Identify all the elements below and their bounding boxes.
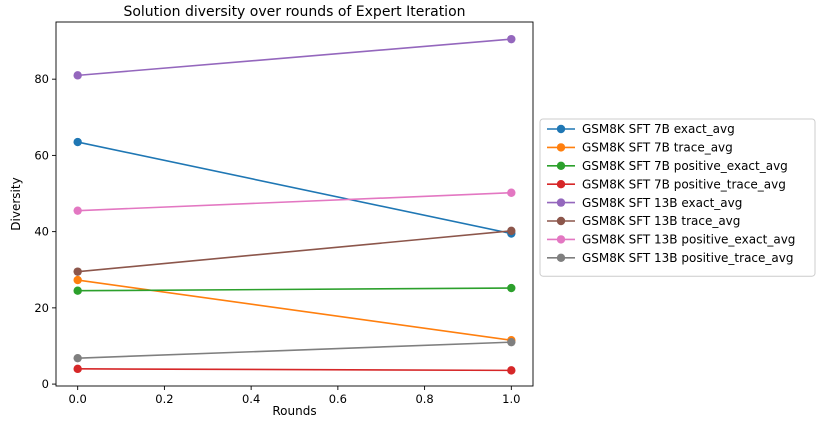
- legend-label: GSM8K SFT 7B exact_avg: [582, 122, 735, 136]
- data-point: [73, 267, 82, 276]
- series-path: [77, 287, 512, 292]
- y-axis-label: Diversity: [9, 177, 23, 230]
- legend-marker: [556, 124, 566, 134]
- data-point: [73, 286, 82, 295]
- series-layer: [73, 34, 516, 375]
- data-point: [73, 364, 82, 374]
- data-point: [73, 275, 82, 285]
- series-line-8: [73, 337, 516, 363]
- y-tick-label: 20: [34, 301, 49, 315]
- series-path: [77, 341, 512, 359]
- series-path: [77, 141, 512, 235]
- legend-item: GSM8K SFT 7B trace_avg: [547, 141, 733, 155]
- data-point: [73, 353, 82, 363]
- series-path: [77, 368, 512, 372]
- legend-marker: [556, 161, 566, 170]
- y-tick-label: 60: [34, 148, 49, 162]
- data-point: [507, 34, 516, 44]
- x-axis-label: Rounds: [272, 404, 316, 418]
- legend-marker: [556, 198, 566, 207]
- legend: GSM8K SFT 7B exact_avg GSM8K SFT 7B trace…: [539, 118, 816, 277]
- legend-item: GSM8K SFT 13B trace_avg: [547, 214, 740, 228]
- legend-label: GSM8K SFT 7B positive_exact_avg: [582, 159, 788, 173]
- series-path: [77, 230, 512, 273]
- legend-label: GSM8K SFT 7B positive_trace_avg: [582, 177, 786, 191]
- plot-area-frame: [55, 21, 534, 387]
- data-point: [507, 366, 516, 375]
- legend-marker: [556, 216, 566, 226]
- data-point: [507, 226, 516, 236]
- legend-marker: [556, 180, 566, 189]
- x-tick-label: 0.2: [155, 392, 173, 406]
- legend-label: GSM8K SFT 13B exact_avg: [582, 196, 742, 210]
- legend-label: GSM8K SFT 13B trace_avg: [582, 214, 740, 228]
- legend-item: GSM8K SFT 13B exact_avg: [547, 196, 742, 210]
- series-line-6: [73, 226, 516, 276]
- y-axis: 0 20 40 60 80: [34, 72, 56, 391]
- data-point: [73, 206, 82, 215]
- legend-item: GSM8K SFT 13B positive_trace_avg: [547, 251, 793, 265]
- data-point: [73, 71, 82, 80]
- x-tick-label: 0.8: [415, 392, 433, 406]
- legend-label: GSM8K SFT 13B positive_trace_avg: [582, 251, 793, 265]
- legend-box: [539, 118, 816, 277]
- data-point: [73, 137, 82, 147]
- series-line-1: [73, 137, 516, 238]
- series-line-5: [73, 34, 516, 80]
- legend-item: GSM8K SFT 7B positive_trace_avg: [547, 177, 786, 191]
- series-line-4: [73, 364, 516, 375]
- x-axis: 0.0 0.2 0.4 0.6 0.8 1.0: [69, 386, 520, 406]
- legend-item: GSM8K SFT 7B positive_exact_avg: [547, 159, 788, 173]
- legend-item: GSM8K SFT 7B exact_avg: [547, 122, 735, 136]
- legend-marker: [556, 253, 566, 262]
- y-tick-label: 80: [34, 72, 49, 86]
- legend-marker: [556, 235, 566, 244]
- legend-item: GSM8K SFT 13B positive_exact_avg: [547, 233, 795, 247]
- y-tick-label: 40: [34, 225, 49, 239]
- x-tick-label: 0.4: [242, 392, 260, 406]
- series-path: [77, 191, 512, 212]
- series-line-7: [73, 188, 516, 215]
- data-point: [507, 337, 516, 347]
- legend-label: GSM8K SFT 13B positive_exact_avg: [582, 233, 795, 247]
- x-tick-label: 1.0: [502, 392, 520, 406]
- series-line-3: [73, 283, 516, 295]
- data-point: [507, 283, 516, 293]
- x-tick-label: 0.6: [329, 392, 347, 406]
- legend-label: GSM8K SFT 7B trace_avg: [582, 141, 733, 155]
- legend-marker: [556, 143, 566, 152]
- series-path: [77, 38, 512, 77]
- x-tick-label: 0.0: [69, 392, 87, 406]
- data-point: [507, 188, 516, 197]
- y-tick-label: 0: [42, 377, 49, 391]
- series-line-2: [73, 275, 516, 345]
- chart-title: Solution diversity over rounds of Expert…: [123, 4, 465, 20]
